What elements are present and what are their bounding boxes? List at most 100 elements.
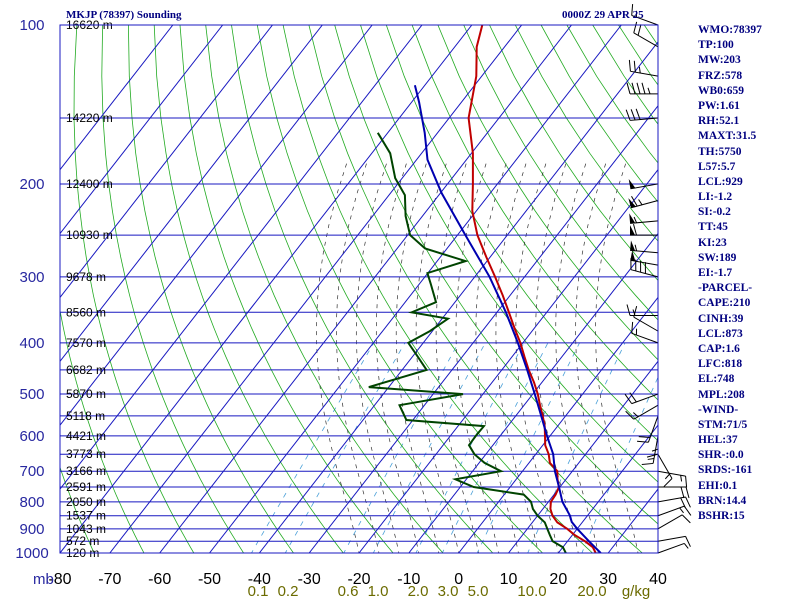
parcel-profile-line	[413, 84, 602, 553]
height-label: 7570 m	[66, 336, 106, 350]
mixing-ratio-line	[284, 342, 406, 553]
wind-barb-full	[631, 4, 634, 16]
isotherm--120	[60, 25, 273, 299]
wind-barb-full	[646, 453, 659, 458]
wind-barb-full	[633, 305, 638, 318]
wind-barb-half	[679, 507, 684, 514]
wind-barb-full	[663, 478, 673, 487]
dry-adiabat	[592, 25, 658, 125]
wind-barb-half	[638, 199, 643, 206]
wind-barb	[628, 195, 659, 209]
wind-barb-full	[633, 21, 638, 33]
mixing-ratio-line	[343, 342, 459, 553]
mixing-ratio-label: 0.1	[248, 583, 269, 600]
height-label: 8560 m	[66, 305, 106, 319]
wind-barb	[631, 321, 659, 344]
index-item: TP:100	[698, 39, 734, 52]
wind-barb-shaft	[631, 393, 659, 405]
wind-barb-shaft	[647, 415, 659, 443]
wind-barb-full	[626, 82, 631, 94]
wind-barb	[624, 392, 659, 405]
pressure-tick-label: 1000	[15, 545, 48, 562]
dry-adiabats	[60, 25, 658, 553]
height-label: 9678 m	[66, 270, 106, 284]
pressure-tick-label: 600	[19, 428, 44, 445]
moist-adiabat	[555, 159, 599, 553]
isotherm--20	[358, 168, 658, 553]
height-label: 6682 m	[66, 363, 106, 377]
index-item: EI:-1.7	[698, 267, 733, 279]
wind-barb-full	[625, 410, 635, 420]
index-item: LCL:873	[698, 327, 743, 340]
height-label: 3773 m	[66, 447, 106, 461]
wind-barb	[641, 435, 659, 465]
wind-barb-shaft	[657, 535, 686, 542]
isotherm-10	[508, 360, 658, 553]
isotherm--60	[159, 25, 572, 553]
wind-barb-full	[631, 82, 636, 94]
wind-barb-full	[631, 195, 638, 207]
temperature-tick-label: -80	[48, 571, 71, 588]
isotherm-0	[458, 296, 658, 553]
wind-barb-flag	[630, 225, 635, 236]
index-item: FRZ:578	[698, 69, 743, 82]
wind-barb-full	[635, 108, 641, 120]
isobar-lines	[60, 25, 658, 553]
index-item: PW:1.61	[698, 99, 740, 112]
wind-barb-shaft	[630, 269, 659, 278]
wind-barb-half	[680, 475, 683, 482]
height-label: 4421 m	[66, 429, 106, 443]
height-label: 2591 m	[66, 480, 106, 494]
wind-barb-full	[685, 496, 691, 508]
wind-barb-full	[638, 436, 651, 439]
mixing-ratio-label: 2.0	[408, 583, 429, 600]
wind-barb-shaft	[630, 200, 659, 209]
dry-adiabat	[385, 25, 658, 442]
wind-barb-full	[628, 59, 631, 72]
moist-adiabat	[475, 159, 519, 553]
wind-barb-half	[633, 216, 638, 223]
wind-barb-shaft	[657, 542, 685, 554]
dry-adiabat	[60, 466, 95, 553]
pressure-tick-label: 200	[19, 176, 44, 193]
isotherm--70	[109, 25, 523, 553]
index-item: TH:5750	[698, 145, 742, 158]
mixing-ratio-labels: 0.1 0.2 0.6 1.0 2.0 3.0 5.0 10.0 20.0 g/kg	[248, 583, 651, 600]
mixing-ratio-lines	[251, 342, 658, 553]
index-item: RH:52.1	[698, 115, 740, 128]
wind-barb-shaft	[631, 332, 659, 344]
mixing-ratio-label: 0.2	[278, 583, 299, 600]
wind-barb	[657, 535, 691, 547]
temperature-tick-label: 0	[454, 571, 463, 588]
wind-barb-shaft	[633, 316, 659, 332]
wind-barb-half	[647, 87, 651, 94]
wind-barb	[657, 470, 688, 488]
moist-adiabat	[515, 159, 559, 553]
wind-barb	[625, 108, 659, 121]
index-item: WMO:78397	[698, 24, 762, 36]
index-item: WB0:659	[698, 84, 744, 97]
index-item: BSHR:15	[698, 510, 745, 522]
temperature-tick-label: -70	[98, 571, 121, 588]
index-item: HEL:37	[698, 434, 738, 447]
index-item: KI:23	[698, 236, 727, 249]
wind-barb	[657, 542, 689, 554]
dry-adiabat	[73, 25, 195, 553]
stability-indices-panel: WMO:78397 TP:100 MW:203 FRZ:578 WB0:659 PW:1.…	[698, 23, 762, 524]
index-item: SW:189	[698, 251, 737, 264]
moist-adiabat	[455, 159, 499, 553]
wind-barb-shaft	[657, 453, 673, 479]
moist-adiabat	[355, 159, 400, 553]
wind-barb	[657, 505, 692, 517]
wind-barb-half	[638, 66, 641, 74]
wind-barb-full	[681, 514, 691, 524]
wind-barb-full	[637, 24, 642, 36]
isotherm--110	[60, 25, 323, 363]
wind-barb	[628, 59, 659, 77]
temperature-tick-label: -30	[298, 571, 321, 588]
plot-frame	[59, 24, 659, 554]
wind-barb-shaft	[633, 404, 659, 420]
dry-adiabat	[489, 25, 658, 281]
moist-adiabat	[375, 159, 420, 553]
